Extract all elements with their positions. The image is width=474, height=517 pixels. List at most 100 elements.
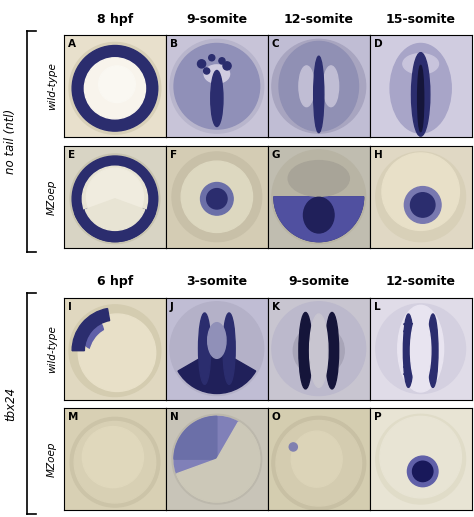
Ellipse shape — [293, 325, 344, 376]
Text: 8 hpf: 8 hpf — [97, 13, 133, 26]
Ellipse shape — [404, 323, 413, 325]
Circle shape — [209, 55, 215, 61]
Ellipse shape — [404, 344, 413, 346]
Ellipse shape — [398, 306, 444, 392]
Circle shape — [78, 314, 155, 391]
Ellipse shape — [299, 66, 314, 107]
Circle shape — [272, 150, 365, 244]
Ellipse shape — [279, 41, 358, 131]
Text: L: L — [374, 302, 381, 312]
Ellipse shape — [299, 312, 312, 389]
Ellipse shape — [410, 314, 431, 387]
Ellipse shape — [211, 70, 223, 127]
Wedge shape — [72, 309, 109, 351]
Ellipse shape — [428, 314, 438, 387]
Text: wild-type: wild-type — [47, 63, 57, 110]
Ellipse shape — [390, 43, 451, 133]
Ellipse shape — [204, 65, 229, 83]
Circle shape — [207, 189, 227, 209]
Text: C: C — [272, 39, 280, 50]
Circle shape — [376, 414, 465, 504]
Circle shape — [82, 427, 144, 488]
Ellipse shape — [199, 313, 211, 384]
Circle shape — [69, 42, 161, 134]
Text: MZoep: MZoep — [47, 179, 57, 215]
Circle shape — [99, 66, 135, 102]
Text: 3-somite: 3-somite — [186, 275, 247, 288]
Wedge shape — [177, 459, 260, 502]
Circle shape — [72, 45, 158, 131]
Wedge shape — [75, 199, 155, 241]
Ellipse shape — [411, 53, 430, 136]
Circle shape — [201, 183, 233, 215]
Circle shape — [376, 152, 465, 241]
Ellipse shape — [418, 65, 424, 132]
Text: J: J — [170, 302, 174, 312]
Wedge shape — [178, 348, 255, 393]
Ellipse shape — [314, 56, 324, 133]
Ellipse shape — [404, 338, 413, 340]
Text: O: O — [272, 412, 281, 422]
Circle shape — [84, 58, 146, 119]
Ellipse shape — [404, 373, 413, 375]
Circle shape — [170, 39, 264, 133]
Circle shape — [276, 420, 362, 506]
Circle shape — [272, 39, 365, 133]
Ellipse shape — [82, 318, 104, 348]
Circle shape — [376, 304, 465, 393]
Text: tbx24: tbx24 — [4, 387, 17, 421]
Circle shape — [289, 443, 297, 451]
Text: G: G — [272, 150, 281, 160]
Circle shape — [172, 152, 262, 241]
Circle shape — [272, 302, 365, 396]
Text: B: B — [170, 39, 178, 50]
Ellipse shape — [403, 314, 413, 387]
Circle shape — [69, 305, 161, 397]
Wedge shape — [217, 422, 260, 459]
Text: N: N — [170, 412, 179, 422]
Ellipse shape — [404, 366, 413, 368]
Text: no tail (ntl): no tail (ntl) — [4, 109, 17, 174]
Text: 9-somite: 9-somite — [288, 275, 349, 288]
Circle shape — [223, 62, 231, 70]
Wedge shape — [85, 199, 145, 231]
Text: A: A — [68, 39, 76, 50]
Circle shape — [408, 456, 438, 486]
Wedge shape — [274, 197, 364, 241]
Circle shape — [74, 421, 155, 503]
Text: 15-somite: 15-somite — [386, 13, 456, 26]
Circle shape — [86, 168, 144, 225]
Circle shape — [90, 326, 151, 387]
Ellipse shape — [403, 54, 438, 74]
Circle shape — [181, 161, 253, 233]
Ellipse shape — [404, 352, 413, 354]
Circle shape — [382, 153, 459, 231]
Circle shape — [404, 187, 441, 223]
Wedge shape — [174, 416, 238, 474]
Circle shape — [410, 193, 435, 217]
Circle shape — [174, 43, 260, 129]
Text: F: F — [170, 150, 177, 160]
Ellipse shape — [291, 431, 342, 487]
Circle shape — [204, 68, 210, 74]
Text: K: K — [272, 302, 280, 312]
Text: H: H — [374, 150, 383, 160]
Text: 12-somite: 12-somite — [386, 275, 456, 288]
Text: 9-somite: 9-somite — [186, 13, 247, 26]
Text: MZoep: MZoep — [47, 442, 57, 477]
Circle shape — [380, 416, 461, 498]
Text: E: E — [68, 150, 75, 160]
Ellipse shape — [288, 161, 349, 196]
Circle shape — [172, 414, 262, 504]
Circle shape — [412, 461, 433, 481]
Ellipse shape — [208, 323, 226, 358]
Text: P: P — [374, 412, 382, 422]
Circle shape — [72, 156, 158, 241]
Circle shape — [86, 60, 144, 117]
Circle shape — [82, 166, 147, 232]
Ellipse shape — [223, 313, 235, 384]
Ellipse shape — [310, 314, 328, 387]
Text: wild-type: wild-type — [47, 325, 57, 373]
Circle shape — [198, 60, 206, 68]
Text: 12-somite: 12-somite — [284, 13, 354, 26]
